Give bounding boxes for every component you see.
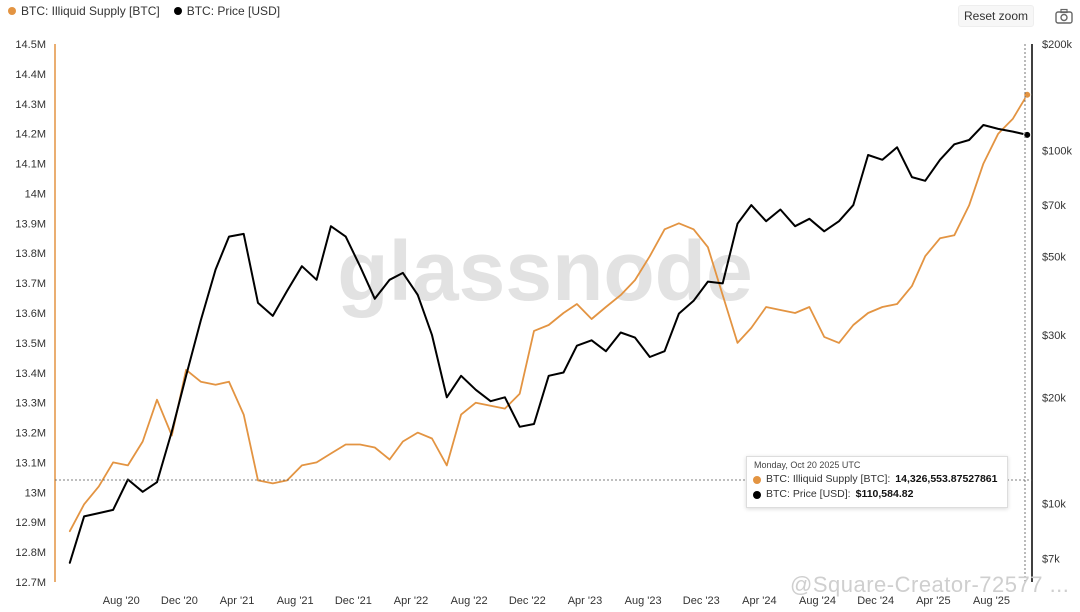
- x-tick-label: Apr '22: [394, 595, 429, 607]
- legend-marker-illiquid-supply: [8, 7, 16, 15]
- x-tick-label: Dec '21: [335, 595, 372, 607]
- y-right-tick-label: $70k: [1042, 200, 1066, 212]
- tooltip-value-price: $110,584.82: [855, 488, 914, 500]
- y-left-tick-label: 13.4M: [15, 368, 46, 380]
- tooltip-label-price: BTC: Price [USD]:: [766, 488, 851, 500]
- y-left-tick-label: 14.4M: [15, 69, 46, 81]
- x-tick-label: Aug '21: [277, 595, 314, 607]
- series-endpoint-price: [1023, 130, 1032, 139]
- x-tick-label: Dec '22: [509, 595, 546, 607]
- y-left-tick-label: 14M: [25, 188, 46, 200]
- y-right-tick-label: $30k: [1042, 330, 1066, 342]
- x-tick-label: Apr '25: [916, 595, 951, 607]
- x-tick-label: Aug '24: [799, 595, 836, 607]
- y-left-tick-label: 13.5M: [15, 338, 46, 350]
- y-left-tick-label: 13.3M: [15, 398, 46, 410]
- y-right-tick-label: $10k: [1042, 499, 1066, 511]
- y-left-tick-label: 13.9M: [15, 218, 46, 230]
- y-left-tick-label: 13.1M: [15, 457, 46, 469]
- y-left-tick-label: 14.2M: [15, 129, 46, 141]
- tooltip-date: Monday, Oct 20 2025 UTC: [754, 460, 861, 470]
- series-layer: [68, 90, 1032, 564]
- hover-tooltip: Monday, Oct 20 2025 UTC BTC: Illiquid Su…: [746, 456, 1008, 508]
- y-left-tick-label: 12.9M: [15, 517, 46, 529]
- watermark-logo: glassnode: [337, 224, 752, 318]
- legend-label-illiquid-supply: BTC: Illiquid Supply [BTC]: [21, 4, 160, 18]
- tooltip-value-illiquid-supply: 14,326,553.87527861: [895, 473, 998, 485]
- series-line-price: [68, 124, 1029, 564]
- tooltip-row-price: BTC: Price [USD]: $110,584.82: [753, 487, 1001, 502]
- x-tick-label: Apr '23: [568, 595, 603, 607]
- y-right-tick-label: $50k: [1042, 252, 1066, 264]
- x-tick-label: Dec '20: [161, 595, 198, 607]
- x-axis: Aug '20 Dec '20 Apr '21 Aug '21 Dec '21 Apr '…: [103, 595, 1010, 607]
- tooltip-marker-price: [753, 490, 761, 499]
- x-tick-label: Apr '24: [742, 595, 777, 607]
- camera-icon[interactable]: [1055, 8, 1073, 24]
- y-left-tick-label: 12.7M: [15, 577, 46, 589]
- y-right-tick-label: $100k: [1042, 145, 1072, 157]
- x-tick-label: Aug '22: [451, 595, 488, 607]
- reset-zoom-button[interactable]: Reset zoom: [958, 5, 1034, 27]
- legend-item-price[interactable]: BTC: Price [USD]: [173, 4, 281, 18]
- y-left-tick-label: 14.5M: [15, 39, 46, 51]
- tooltip-label-illiquid-supply: BTC: Illiquid Supply [BTC]:: [766, 473, 891, 485]
- y-left-tick-label: 14.1M: [15, 159, 46, 171]
- y-left-tick-label: 13.2M: [15, 428, 46, 440]
- y-right-tick-label: $7k: [1042, 553, 1060, 565]
- x-tick-label: Dec '23: [683, 595, 720, 607]
- tooltip-marker-illiquid-supply: [753, 475, 761, 484]
- x-tick-label: Aug '20: [103, 595, 140, 607]
- y-left-axis: 12.7M 12.8M 12.9M 13M 13.1M 13.2M 13.3M 13.4M 13…: [15, 39, 46, 589]
- legend-marker-price: [173, 7, 182, 15]
- y-right-tick-label: $20k: [1042, 392, 1066, 404]
- chart-legend: BTC: Illiquid Supply [BTC] BTC: Price [U…: [8, 4, 280, 18]
- series-line-illiquid-supply: [68, 93, 1029, 533]
- y-left-tick-label: 13M: [25, 487, 46, 499]
- y-left-tick-label: 13.7M: [15, 278, 46, 290]
- x-tick-label: Aug '23: [625, 595, 662, 607]
- y-left-tick-label: 14.3M: [15, 99, 46, 111]
- x-tick-label: Apr '21: [220, 595, 255, 607]
- y-left-tick-label: 13.8M: [15, 248, 46, 260]
- legend-label-price: BTC: Price [USD]: [186, 4, 281, 18]
- tooltip-row-illiquid-supply: BTC: Illiquid Supply [BTC]: 14,326,553.8…: [753, 472, 1001, 487]
- x-tick-label: Dec '24: [857, 595, 894, 607]
- y-right-axis: $7k $10k $20k $30k $50k $70k $100k $200k: [1042, 39, 1072, 565]
- y-right-tick-label: $200k: [1042, 39, 1072, 51]
- watermark-overlay-text: @Square-Creator-72577 ...: [790, 572, 1070, 597]
- y-left-tick-label: 12.8M: [15, 547, 46, 559]
- y-left-tick-label: 13.6M: [15, 308, 46, 320]
- x-tick-label: Aug '25: [973, 595, 1010, 607]
- legend-item-illiquid-supply[interactable]: BTC: Illiquid Supply [BTC]: [8, 4, 160, 18]
- series-endpoint-illiquid-supply: [1023, 90, 1032, 99]
